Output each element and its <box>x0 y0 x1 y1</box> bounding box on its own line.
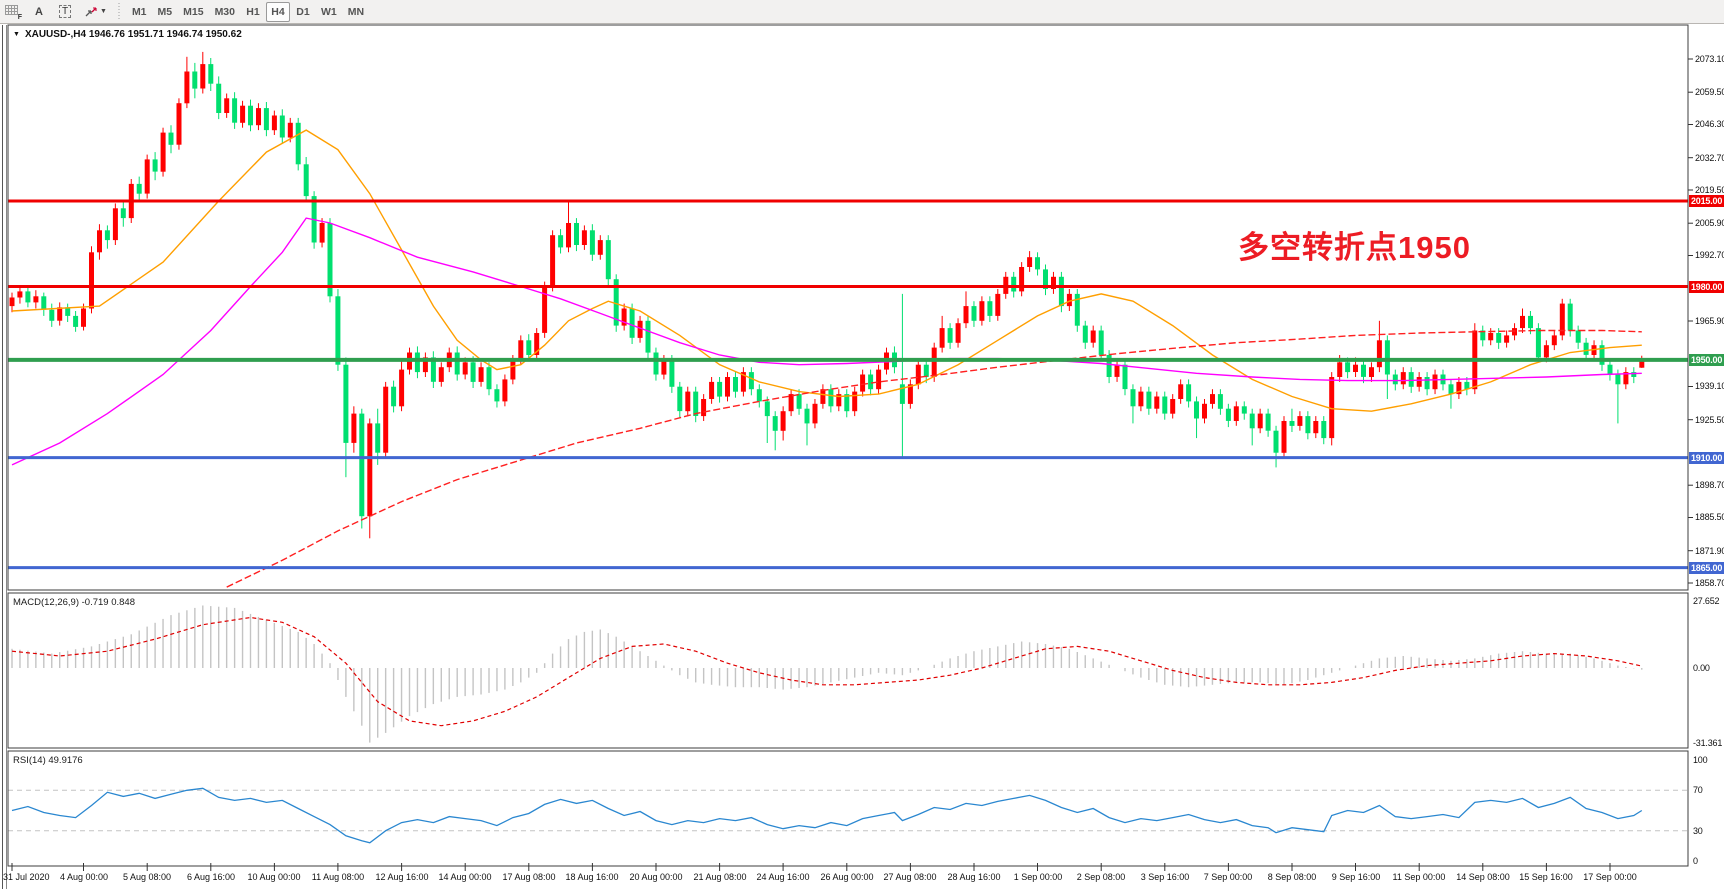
date-tick-label: 12 Aug 16:00 <box>375 872 429 882</box>
rsi-line <box>11 787 1643 844</box>
rsi-axis-label: 100 <box>1693 755 1708 765</box>
text-tool-button[interactable]: T <box>53 2 77 22</box>
toolbar-separator <box>116 2 122 21</box>
macd-axis-min-label: -31.361 <box>1693 738 1723 748</box>
timeframe-button-H4[interactable]: H4 <box>266 1 290 22</box>
macd-axis-zero-label: 0.00 <box>1693 663 1710 673</box>
chart-title-text: XAUUSD-,H4 1946.76 1951.71 1946.74 1950.… <box>24 29 242 40</box>
date-tick-label: 27 Aug 08:00 <box>883 872 937 882</box>
price-tick-label: 1965.90 <box>1695 316 1724 326</box>
timeframe-button-H1[interactable]: H1 <box>246 5 260 18</box>
text-box-icon: T <box>58 5 72 18</box>
date-tick-label: 26 Aug 00:00 <box>820 872 874 882</box>
macd-axis-max-label: 27.652 <box>1693 596 1720 606</box>
price-tick-label: 1871.90 <box>1695 546 1724 556</box>
date-tick-label: 3 Sep 16:00 <box>1140 872 1190 882</box>
triangle-down-icon: ▼ <box>13 31 20 38</box>
chevron-down-icon: ▼ <box>100 8 107 15</box>
macd-signal-line <box>11 616 1642 727</box>
hline-price-label: 2015.00 <box>1689 195 1724 207</box>
date-tick-label: 7 Sep 00:00 <box>1203 872 1253 882</box>
date-tick-label: 24 Aug 16:00 <box>756 872 810 882</box>
date-tick-label: 15 Sep 16:00 <box>1519 872 1573 882</box>
price-tick-label: 1925.50 <box>1695 415 1724 425</box>
rsi-axis-label: 30 <box>1693 826 1703 836</box>
grid-dots-icon: F <box>5 5 22 21</box>
date-tick-label: 14 Sep 08:00 <box>1456 872 1510 882</box>
date-tick-label: 4 Aug 00:00 <box>59 872 109 882</box>
timeframe-button-W1[interactable]: W1 <box>321 5 337 18</box>
price-tick-label: 1939.10 <box>1695 381 1724 391</box>
date-tick-label: 18 Aug 16:00 <box>565 872 619 882</box>
price-tick-label: 2046.30 <box>1695 119 1724 129</box>
mid-ma-line <box>11 217 1642 466</box>
date-tick-label: 14 Aug 00:00 <box>438 872 492 882</box>
macd-indicator-label: MACD(12,26,9) -0.719 0.848 <box>13 597 135 608</box>
chart-ohlc-title: ▼ XAUUSD-,H4 1946.76 1951.71 1946.74 195… <box>13 29 242 40</box>
date-tick-label: 8 Sep 08:00 <box>1267 872 1317 882</box>
timeframe-button-M5[interactable]: M5 <box>157 5 173 18</box>
price-tick-label: 1858.70 <box>1695 578 1724 588</box>
date-tick-label: 11 Sep 00:00 <box>1392 872 1446 882</box>
date-tick-label: 1 Sep 00:00 <box>1013 872 1063 882</box>
date-tick-label: 6 Aug 16:00 <box>186 872 236 882</box>
rsi-indicator-label: RSI(14) 49.9176 <box>13 755 83 766</box>
hline-price-label: 1865.00 <box>1689 562 1724 574</box>
hline-price-label: 1980.00 <box>1689 281 1724 293</box>
fast-ma-line <box>11 129 1642 412</box>
price-tick-label: 1992.70 <box>1695 250 1724 260</box>
chart-annotation-text: 多空转折点1950 <box>1238 230 1471 265</box>
date-tick-label: 9 Sep 16:00 <box>1331 872 1381 882</box>
label-tool-button[interactable]: A <box>27 2 51 22</box>
letter-a-icon: A <box>35 5 43 18</box>
hline-price-label: 1910.00 <box>1689 452 1724 464</box>
hline-price-label: 1950.00 <box>1689 354 1724 366</box>
price-tick-label: 2032.70 <box>1695 153 1724 163</box>
rsi-axis-label: 70 <box>1693 785 1703 795</box>
timeframe-button-D1[interactable]: D1 <box>296 5 310 18</box>
rsi-axis-label: 0 <box>1693 856 1698 866</box>
price-tick-label: 2019.50 <box>1695 185 1724 195</box>
price-tick-label: 2005.90 <box>1695 218 1724 228</box>
price-tick-label: 1885.50 <box>1695 512 1724 522</box>
date-tick-label: 10 Aug 00:00 <box>247 872 301 882</box>
slow-ma-line <box>226 329 1642 588</box>
date-tick-label: 11 Aug 08:00 <box>311 872 365 882</box>
price-tick-label: 2059.50 <box>1695 87 1724 97</box>
date-tick-label: 21 Aug 08:00 <box>693 872 747 882</box>
timeframe-button-M1[interactable]: M1 <box>131 5 147 18</box>
date-tick-label: 17 Aug 08:00 <box>502 872 556 882</box>
arrows-icon <box>85 6 97 16</box>
date-tick-label: 31 Jul 2020 <box>3 872 50 882</box>
date-tick-label: 5 Aug 08:00 <box>122 872 172 882</box>
indicator-grid-button[interactable]: F <box>0 2 25 22</box>
timeframe-button-MN[interactable]: MN <box>347 5 365 18</box>
chart-toolbar: F A T ▼ M1 M5 M15 M30 H1 H4 D1 W1 MN <box>0 0 1724 24</box>
price-tick-label: 2073.10 <box>1695 54 1724 64</box>
cursor-tools-button[interactable]: ▼ <box>79 2 112 22</box>
date-tick-label: 20 Aug 00:00 <box>629 872 683 882</box>
timeframe-button-group: M1 M5 M15 M30 H1 H4 D1 W1 MN <box>127 1 369 22</box>
timeframe-button-M30[interactable]: M30 <box>214 5 235 18</box>
date-tick-label: 28 Aug 16:00 <box>947 872 1001 882</box>
date-tick-label: 2 Sep 08:00 <box>1076 872 1126 882</box>
date-tick-label: 17 Sep 00:00 <box>1583 872 1637 882</box>
price-tick-label: 1898.70 <box>1695 480 1724 490</box>
timeframe-button-M15[interactable]: M15 <box>183 5 204 18</box>
